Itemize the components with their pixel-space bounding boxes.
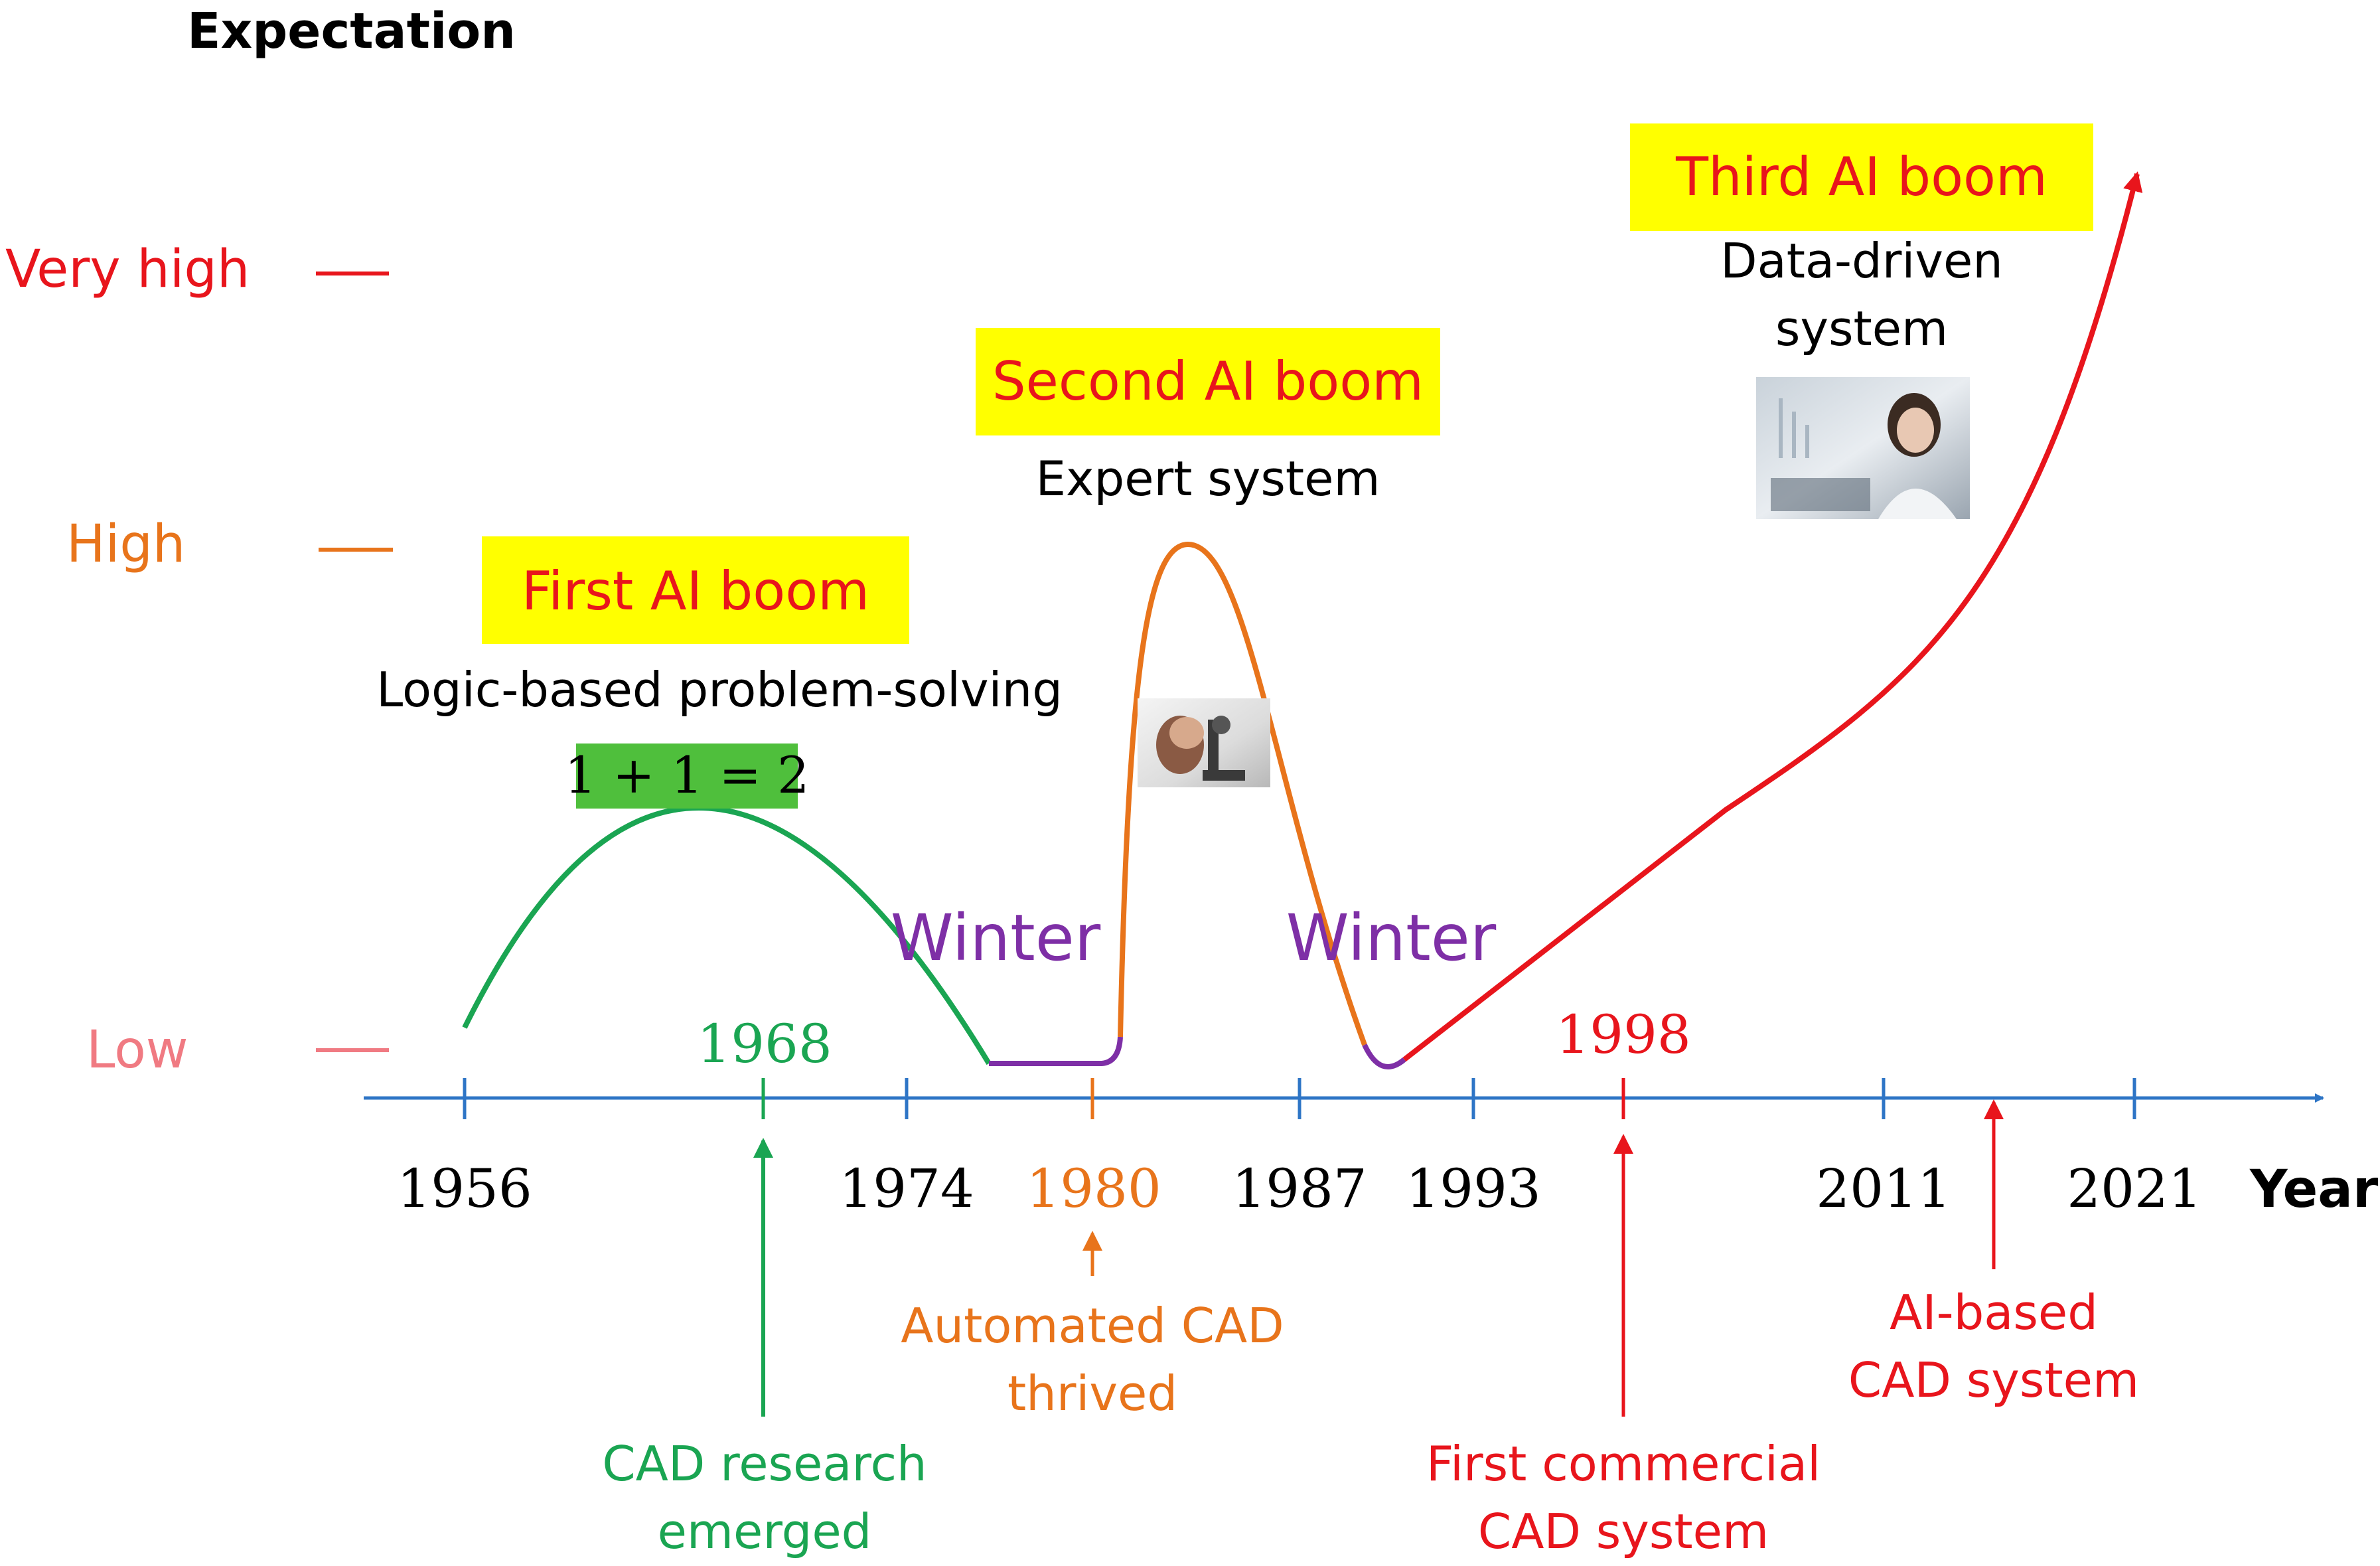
event-cad-research: CAD research emerged: [602, 1138, 927, 1559]
event-cad-research-line2: emerged: [658, 1504, 872, 1559]
y-level-very-high: Very high: [5, 240, 250, 299]
event-first-commercial-cad: First commercial CAD system: [1426, 1134, 1821, 1559]
data-analysis-photo: [1756, 377, 1970, 519]
event-automated-cad-line1: Automated CAD: [901, 1298, 1284, 1354]
y-levels: Very high High Low: [5, 240, 393, 1080]
event-first-commercial-cad-line1: First commercial: [1426, 1436, 1821, 1492]
first-boom-annotation: First AI boom Logic-based problem-solvin…: [376, 536, 1063, 809]
year-label-1993: 1993: [1406, 1158, 1541, 1219]
formula-box: [576, 744, 798, 809]
third-boom-highlight: [1630, 123, 2093, 231]
year-label-1974: 1974: [839, 1158, 974, 1219]
first-boom-subtitle: Logic-based problem-solving: [376, 662, 1063, 718]
microscope-photo: [1138, 698, 1270, 787]
highlight-year-1968: 1968: [697, 1013, 832, 1075]
year-label-1956: 1956: [397, 1158, 532, 1219]
event-ai-based-cad: AI-based CAD system: [1848, 1099, 2139, 1408]
event-automated-cad: Automated CAD thrived: [901, 1231, 1284, 1421]
winter-2-curve: [1362, 1044, 1406, 1069]
second-boom-subtitle: Expert system: [1035, 451, 1380, 507]
formula-text: 1 + 1 = 2: [564, 745, 809, 805]
third-boom-curve: [1402, 171, 2143, 1062]
winter-label-1: Winter: [891, 901, 1101, 975]
third-boom-label: Third AI boom: [1675, 146, 2047, 208]
event-ai-based-cad-line2: CAD system: [1848, 1352, 2139, 1408]
title: Expectation: [187, 3, 516, 60]
event-first-commercial-cad-line2: CAD system: [1478, 1504, 1769, 1559]
y-level-low: Low: [86, 1020, 188, 1080]
x-axis-label: Year: [2249, 1160, 2379, 1219]
year-label-1987: 1987: [1232, 1158, 1367, 1219]
event-automated-cad-line2: thrived: [1007, 1366, 1177, 1421]
winter-1-curve: [989, 1036, 1123, 1066]
event-cad-research-line1: CAD research: [602, 1436, 927, 1492]
winter-label-2: Winter: [1286, 901, 1497, 975]
event-ai-based-cad-line1: AI-based: [1890, 1285, 2098, 1340]
year-label-1980: 1980: [1026, 1158, 1161, 1219]
second-boom-annotation: Second AI boom Expert system: [976, 328, 1440, 787]
second-boom-highlight: [976, 328, 1440, 435]
year-label-2011: 2011: [1816, 1158, 1951, 1219]
third-boom-annotation: Third AI boom Data-driven system: [1630, 123, 2093, 519]
first-boom-label: First AI boom: [522, 560, 869, 622]
first-boom-highlight: [482, 536, 909, 644]
year-label-2021: 2021: [2067, 1158, 2202, 1219]
highlight-year-1998: 1998: [1556, 1004, 1691, 1065]
third-boom-subtitle-line2: system: [1775, 301, 1948, 356]
second-boom-label: Second AI boom: [992, 351, 1424, 412]
third-boom-subtitle-line1: Data-driven: [1720, 233, 2003, 289]
second-boom-curve: [1118, 541, 1367, 1046]
x-axis: 1956 1974 1980 1987 1993 2011 2021 1968 …: [364, 1004, 2379, 1219]
y-level-high: High: [66, 514, 185, 574]
